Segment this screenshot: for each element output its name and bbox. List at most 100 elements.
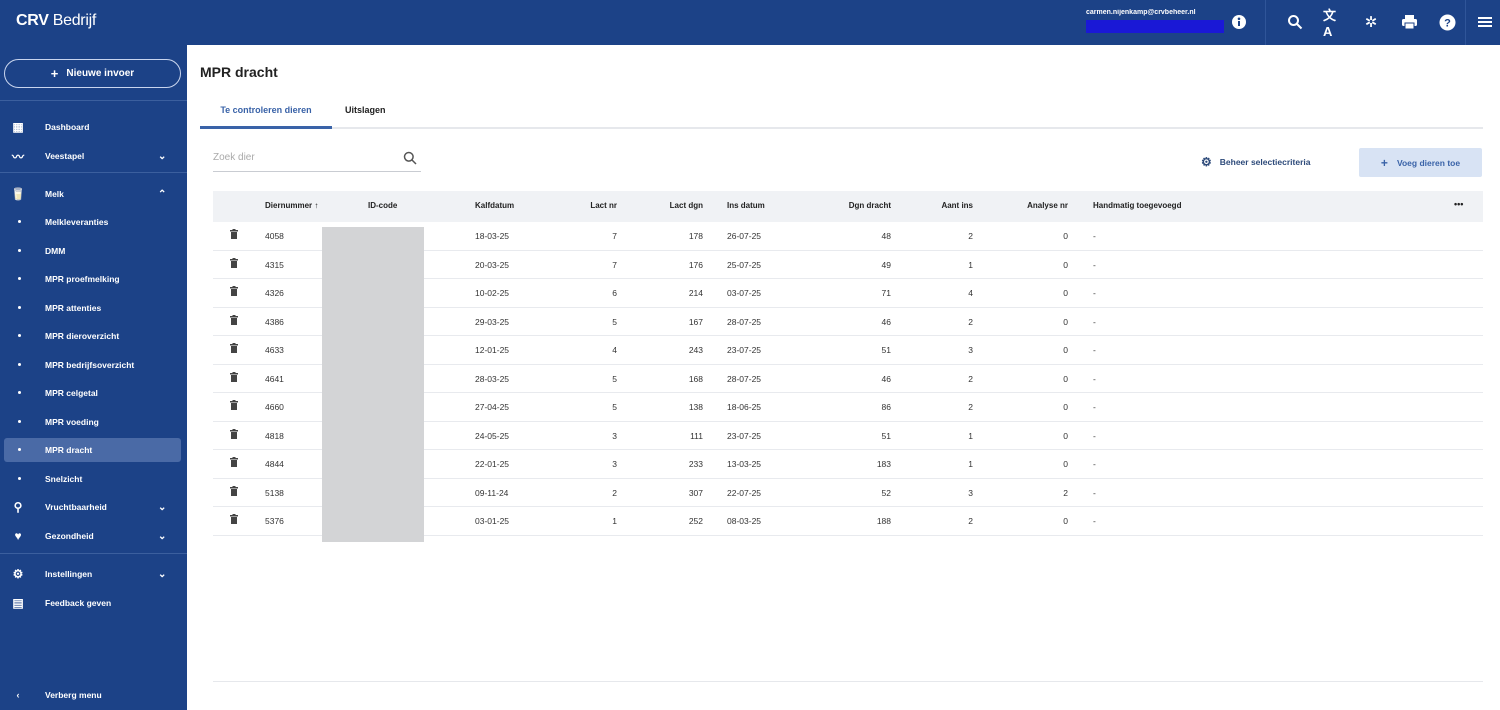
print-icon[interactable] — [1399, 12, 1419, 32]
tab-uitslagen[interactable]: Uitslagen — [345, 105, 386, 115]
sidebar-item-veestapel[interactable]: 〰 Veestapel ⌄ — [0, 144, 187, 168]
cell-analyse-nr: 0 — [1063, 231, 1068, 241]
cell-analyse-nr: 0 — [1063, 345, 1068, 355]
sidebar-item-label: DMM — [45, 246, 66, 256]
delete-icon[interactable] — [230, 400, 238, 413]
hide-menu-button[interactable]: ‹ Verberg menu — [0, 683, 187, 707]
column-header-ins-datum[interactable]: Ins datum — [727, 201, 765, 210]
table-row[interactable]: 5138 09-11-24 2 307 22-07-25 52 3 2 - — [213, 479, 1483, 507]
column-header-dgn-dracht[interactable]: Dgn dracht — [848, 201, 891, 210]
cell-ins-datum: 23-07-25 — [727, 345, 762, 355]
table-row[interactable]: 4386 29-03-25 5 167 28-07-25 46 2 0 - — [213, 308, 1483, 336]
cell-aant-ins: 2 — [968, 516, 973, 526]
delete-icon[interactable] — [230, 514, 238, 527]
sidebar-item-mpr-celgetal[interactable]: MPR celgetal — [0, 381, 187, 405]
delete-icon[interactable] — [230, 371, 238, 385]
table-row[interactable]: 4844 22-01-25 3 233 13-03-25 183 1 0 - — [213, 450, 1483, 479]
cell-diernummer: 5376 — [265, 516, 284, 526]
brand-logo[interactable]: CRV Bedrijf — [16, 12, 96, 30]
cell-analyse-nr: 0 — [1063, 316, 1068, 327]
column-header-handmatig-toegevoegd[interactable]: Handmatig toegevoegd — [1093, 201, 1182, 210]
cell-dgn-dracht: 52 — [881, 487, 891, 498]
sidebar-item-mpr-voeding[interactable]: MPR voeding — [0, 410, 187, 434]
delete-icon[interactable] — [230, 314, 238, 328]
sidebar-item-mpr-dracht[interactable]: MPR dracht — [4, 438, 181, 462]
cell-analyse-nr: 0 — [1063, 430, 1068, 441]
sidebar-item-melk[interactable]: 🥛 Melk ⌃ — [0, 182, 187, 206]
search-icon[interactable] — [403, 151, 417, 168]
manage-criteria-button[interactable]: ⚙ Beheer selectiecriteria — [1201, 155, 1311, 169]
cell-diernummer: 4058 — [265, 231, 284, 241]
plus-icon: + — [50, 66, 59, 81]
sidebar-item-label: MPR attenties — [45, 303, 102, 313]
search-icon[interactable] — [1285, 12, 1305, 32]
cell-handmatig-toegevoegd: - — [1093, 373, 1096, 384]
translate-icon[interactable]: 文A — [1323, 8, 1337, 39]
sidebar-divider — [0, 172, 187, 173]
column-header-diernummer[interactable]: Diernummer ↑ — [265, 201, 319, 210]
brand-name: CRV — [16, 12, 49, 29]
sidebar-item-vruchtbaarheid[interactable]: ⚲ Vruchtbaarheid ⌄ — [0, 495, 187, 519]
sidebar-item-gezondheid[interactable]: ♥ Gezondheid ⌄ — [0, 524, 187, 548]
table-row[interactable]: 4315 20-03-25 7 176 25-07-25 49 1 0 - — [213, 251, 1483, 279]
sidebar-item-dashboard[interactable]: ▦ Dashboard — [0, 115, 187, 139]
sidebar-item-melkleveranties[interactable]: Melkleveranties — [0, 210, 187, 234]
cell-lact-nr: 3 — [612, 459, 617, 469]
tab-te-controleren-dieren[interactable]: Te controleren dieren — [220, 105, 312, 115]
search-input[interactable] — [213, 152, 393, 163]
sidebar-item-label: Dashboard — [45, 122, 90, 132]
more-options-icon[interactable]: ••• — [1454, 199, 1464, 209]
sidebar-item-mpr-proefmelking[interactable]: MPR proefmelking — [0, 267, 187, 291]
cell-kalfdatum: 27-04-25 — [475, 402, 510, 412]
delete-icon[interactable] — [230, 229, 238, 242]
column-header-kalfdatum[interactable]: Kalfdatum — [475, 201, 515, 210]
cell-kalfdatum: 03-01-25 — [475, 516, 510, 526]
cell-handmatig-toegevoegd: - — [1093, 259, 1096, 270]
delete-icon[interactable] — [230, 428, 238, 442]
sidebar-item-instellingen[interactable]: ⚙ Instellingen ⌄ — [0, 562, 187, 586]
hide-menu-label: Verberg menu — [45, 690, 102, 700]
sidebar-item-mpr-bedrijfsoverzicht[interactable]: MPR bedrijfsoverzicht — [0, 353, 187, 377]
cell-lact-dgn: 307 — [688, 487, 703, 498]
sidebar-item-dmm[interactable]: DMM — [0, 239, 187, 263]
column-header-lact-dgn[interactable]: Lact dgn — [669, 201, 703, 210]
table-row[interactable]: 4326 10-02-25 6 214 03-07-25 71 4 0 - — [213, 279, 1483, 308]
column-header-lact-nr[interactable]: Lact nr — [590, 201, 617, 210]
sidebar-item-mpr-attenties[interactable]: MPR attenties — [0, 296, 187, 320]
sidebar-item-mpr-dieroverzicht[interactable]: MPR dieroverzicht — [0, 324, 187, 348]
cell-handmatig-toegevoegd: - — [1093, 402, 1096, 412]
table-row[interactable]: 4633 12-01-25 4 243 23-07-25 51 3 0 - — [213, 336, 1483, 365]
sidebar-item-label: Gezondheid — [45, 531, 94, 541]
cell-lact-dgn: 111 — [690, 430, 703, 441]
delete-icon[interactable] — [230, 343, 238, 356]
sidebar-item-feedback[interactable]: ▤ Feedback geven — [0, 591, 187, 615]
tabs-divider — [200, 127, 1483, 129]
bullet-dot — [18, 277, 21, 280]
gear-icon: ⚙ — [1201, 155, 1212, 169]
table-row[interactable]: 4818 24-05-25 3 111 23-07-25 51 1 0 - — [213, 422, 1483, 450]
sidebar-item-label: MPR dracht — [45, 445, 93, 455]
cell-analyse-nr: 0 — [1063, 373, 1068, 384]
delete-icon[interactable] — [230, 457, 238, 470]
table-row[interactable]: 4058 18-03-25 7 178 26-07-25 48 2 0 - — [213, 222, 1483, 251]
menu-icon[interactable] — [1475, 12, 1495, 32]
add-animals-button[interactable]: + Voeg dieren toe — [1359, 148, 1482, 177]
table-row[interactable]: 5376 03-01-25 1 252 08-03-25 188 2 0 - — [213, 507, 1483, 536]
settings-icon[interactable]: ✲ — [1364, 14, 1378, 31]
delete-icon[interactable] — [230, 257, 238, 271]
bullet-dot — [18, 477, 21, 480]
column-header-analyse-nr[interactable]: Analyse nr — [1027, 201, 1068, 210]
help-icon[interactable]: ? — [1437, 12, 1457, 32]
new-entry-button[interactable]: + Nieuwe invoer — [4, 59, 181, 88]
table-row[interactable]: 4641 28-03-25 5 168 28-07-25 46 2 0 - — [213, 365, 1483, 393]
sidebar-item-label: Melkleveranties — [45, 217, 109, 227]
column-header-id-code[interactable]: ID-code — [368, 201, 398, 210]
account-icon[interactable] — [1229, 12, 1249, 32]
user-block[interactable]: carmen.nijenkamp@crvbeheer.nl — [1086, 9, 1226, 33]
column-header-aant-ins[interactable]: Aant ins — [941, 201, 973, 210]
table-body: 4058 18-03-25 7 178 26-07-25 48 2 0-4315 20-03-2… — [213, 222, 1483, 536]
sidebar-item-snelzicht[interactable]: Snelzicht — [0, 467, 187, 491]
delete-icon[interactable] — [230, 286, 238, 299]
table-row[interactable]: 4660 27-04-25 5 138 18-06-25 86 2 0 - — [213, 393, 1483, 422]
delete-icon[interactable] — [230, 485, 238, 499]
